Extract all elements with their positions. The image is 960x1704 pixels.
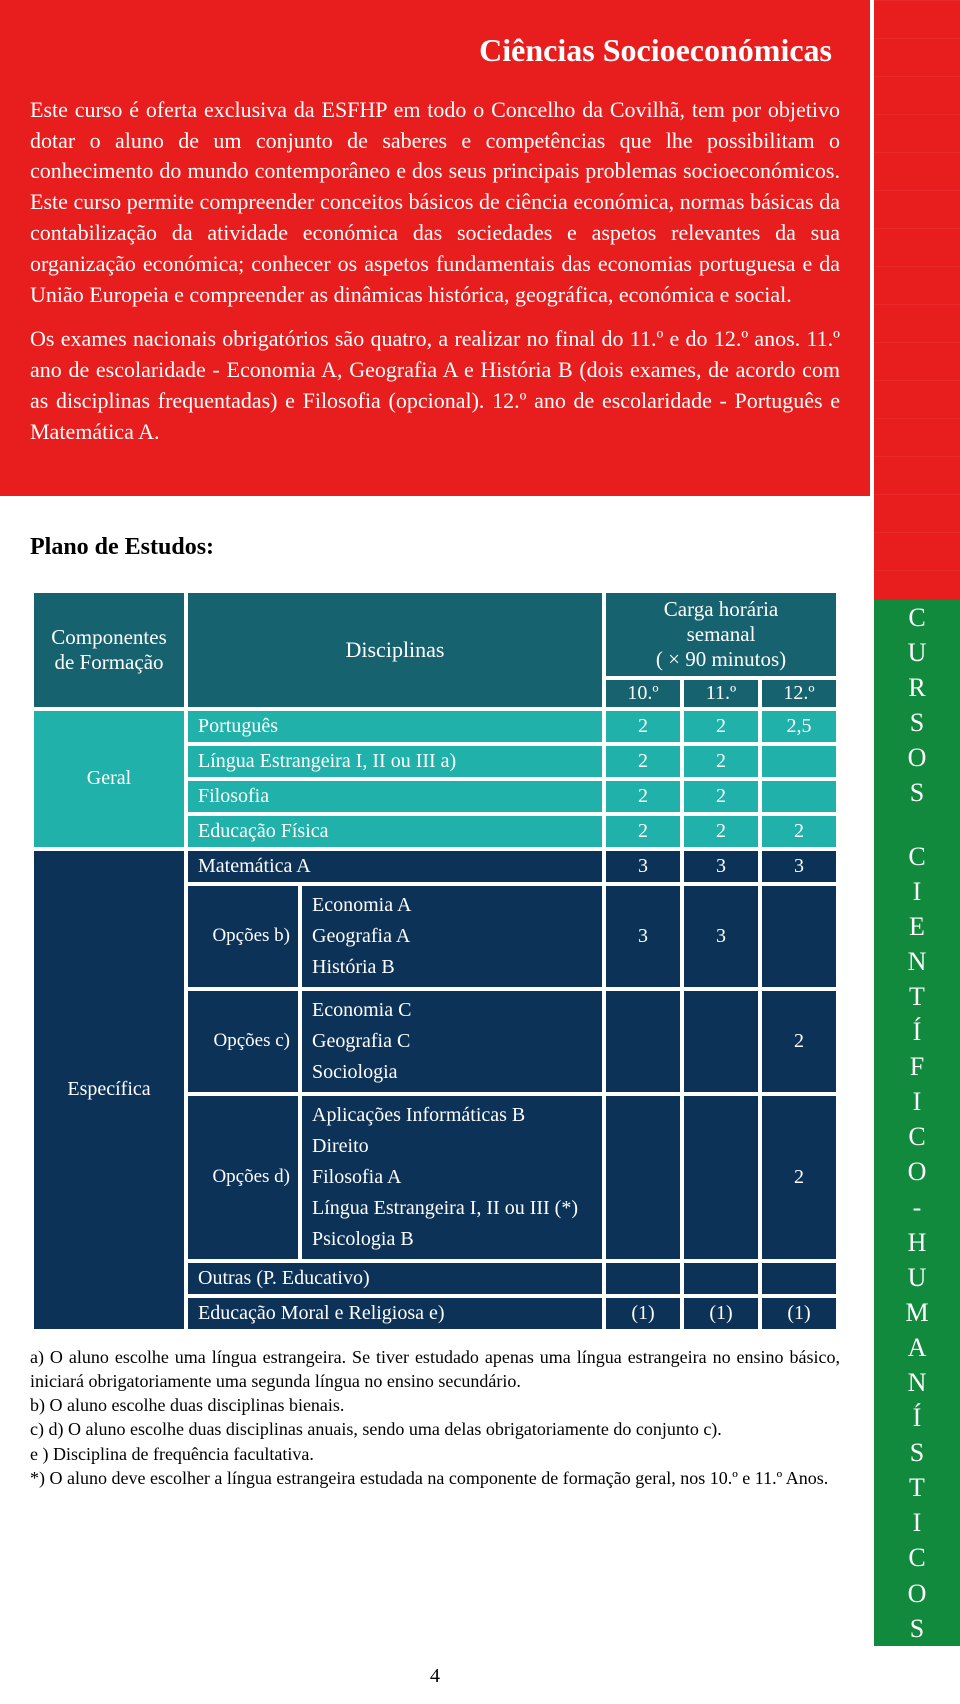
hours-10: (1) <box>606 1298 680 1329</box>
header-carga-text: Carga horáriasemanal( × 90 minutos) <box>656 597 786 671</box>
disc-name: Português <box>188 711 602 742</box>
hours-10 <box>606 1263 680 1294</box>
opt-item: Economia A <box>312 890 592 921</box>
disc-name: Educação Física <box>188 816 602 847</box>
footnote: b) O aluno escolhe duas disciplinas bien… <box>30 1393 840 1417</box>
footnote: c) d) O aluno escolhe duas disciplinas a… <box>30 1417 840 1441</box>
hours-10: 2 <box>606 746 680 777</box>
hours-12 <box>762 781 836 812</box>
page-number: 4 <box>0 1665 870 1688</box>
header-carga: Carga horáriasemanal( × 90 minutos) <box>606 593 836 676</box>
opt-item: Língua Estrangeira I, II ou III (*) <box>312 1193 592 1224</box>
hours-12 <box>762 746 836 777</box>
opt-item: Sociologia <box>312 1057 592 1088</box>
table-row: Específica Matemática A 3 3 3 <box>34 851 836 882</box>
disc-name: Filosofia <box>188 781 602 812</box>
plano-heading: Plano de Estudos: <box>0 496 870 589</box>
hours-12: 2,5 <box>762 711 836 742</box>
hours-10: 2 <box>606 711 680 742</box>
intro-paragraph-2: Os exames nacionais obrigatórios são qua… <box>30 324 840 447</box>
hours-11: 3 <box>684 851 758 882</box>
footnote: e ) Disciplina de frequência facultativa… <box>30 1442 840 1466</box>
sidebar-green: CURSOSCIENTÍFICO-HUMANÍSTICOS <box>870 600 960 1646</box>
opcoes-b-label: Opções b) <box>188 886 298 987</box>
opcoes-c-items: Economia C Geografia C Sociologia <box>302 991 602 1092</box>
footnotes: a) O aluno escolhe uma língua estrangeir… <box>0 1333 870 1491</box>
hours-11: 2 <box>684 816 758 847</box>
hours-12 <box>762 1263 836 1294</box>
hours-12: 3 <box>762 851 836 882</box>
intro-paragraph-1: Este curso é oferta exclusiva da ESFHP e… <box>30 95 840 311</box>
sidebar-red <box>870 0 960 600</box>
hours-10: 3 <box>606 851 680 882</box>
hours-10 <box>606 991 680 1092</box>
section-especifica: Específica <box>34 851 184 1329</box>
hours-10 <box>606 1096 680 1259</box>
opt-item: Filosofia A <box>312 1162 592 1193</box>
footnote: *) O aluno deve escolher a língua estran… <box>30 1466 840 1490</box>
opt-item: Economia C <box>312 995 592 1026</box>
disc-name: Educação Moral e Religiosa e) <box>188 1298 602 1329</box>
disc-name: Matemática A <box>188 851 602 882</box>
opcoes-d-label: Opções d) <box>188 1096 298 1259</box>
header-year-12: 12.º <box>762 680 836 707</box>
hours-11: 2 <box>684 711 758 742</box>
header-year-11: 11.º <box>684 680 758 707</box>
table-row: Geral Português 2 2 2,5 <box>34 711 836 742</box>
opt-item: Direito <box>312 1131 592 1162</box>
hours-11: 2 <box>684 746 758 777</box>
header-disciplinas: Disciplinas <box>188 593 602 707</box>
hours-10: 3 <box>606 886 680 987</box>
hours-11: 2 <box>684 781 758 812</box>
hours-11: (1) <box>684 1298 758 1329</box>
hours-12: 2 <box>762 1096 836 1259</box>
hours-12: 2 <box>762 816 836 847</box>
header-year-10: 10.º <box>606 680 680 707</box>
hours-12: 2 <box>762 991 836 1092</box>
opt-item: Geografia A <box>312 921 592 952</box>
curriculum-table-inner: Componentes de Formação Disciplinas Carg… <box>30 589 840 1333</box>
hours-11: 3 <box>684 886 758 987</box>
opcoes-c-label: Opções c) <box>188 991 298 1092</box>
section-geral: Geral <box>34 711 184 847</box>
sidebar: CURSOSCIENTÍFICO-HUMANÍSTICOS <box>870 0 960 1646</box>
hours-11 <box>684 991 758 1092</box>
opt-item: Aplicações Informáticas B <box>312 1100 592 1131</box>
hours-10: 2 <box>606 781 680 812</box>
opt-item: Geografia C <box>312 1026 592 1057</box>
opcoes-b-items: Economia A Geografia A História B <box>302 886 602 987</box>
curriculum-table: Componentes de Formação Disciplinas Carg… <box>0 589 870 1333</box>
hours-12 <box>762 886 836 987</box>
opcoes-d-items: Aplicações Informáticas B Direito Filoso… <box>302 1096 602 1259</box>
opt-item: História B <box>312 952 592 983</box>
hours-10: 2 <box>606 816 680 847</box>
header-componentes: Componentes de Formação <box>34 593 184 707</box>
page-title: Ciências Socioeconómicas <box>30 28 840 73</box>
hours-11 <box>684 1096 758 1259</box>
hours-12: (1) <box>762 1298 836 1329</box>
red-intro-box: Ciências Socioeconómicas Este curso é of… <box>0 0 870 496</box>
footnote: a) O aluno escolhe uma língua estrangeir… <box>30 1345 840 1394</box>
disc-name: Língua Estrangeira I, II ou III a) <box>188 746 602 777</box>
hours-11 <box>684 1263 758 1294</box>
outras-label: Outras (P. Educativo) <box>188 1263 602 1294</box>
opt-item: Psicologia B <box>312 1224 592 1255</box>
